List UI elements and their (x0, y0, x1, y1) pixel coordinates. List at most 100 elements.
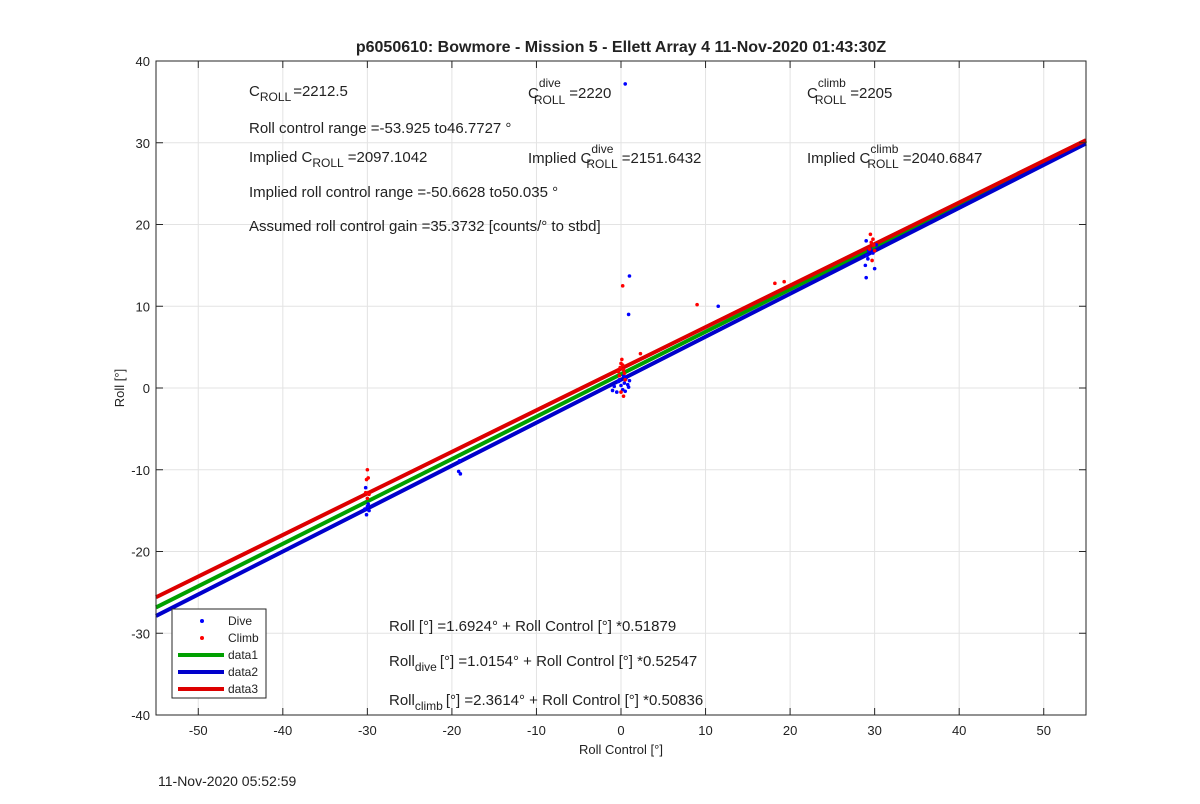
point-dive (363, 507, 367, 511)
y-tick-label: -40 (131, 708, 150, 723)
point-climb (695, 302, 699, 307)
point-dive (622, 381, 627, 385)
y-tick-label: -30 (131, 626, 150, 641)
y-tick-label: -10 (131, 463, 150, 478)
point-climb (367, 492, 371, 497)
point-climb (868, 232, 873, 237)
point-climb (638, 351, 643, 356)
point-dive (458, 472, 463, 476)
annotation-c-roll: CROLL =2212.5 (249, 83, 348, 104)
annotation-fit-climb: Rollclimb [°] =2.3614° + Roll Control [°]… (389, 692, 703, 713)
point-dive (367, 508, 371, 513)
legend-label-data1: data1 (228, 648, 258, 662)
point-climb (621, 394, 626, 398)
point-climb (773, 281, 777, 286)
annotation-implied-c-roll-climb: Implied Cclimb ROLL =2040.6847 (807, 142, 982, 171)
legend-label-data2: data2 (228, 665, 258, 679)
point-climb (365, 496, 370, 501)
point-climb (620, 363, 625, 367)
legend-marker-dive (200, 619, 204, 623)
legend-label-climb: Climb (228, 631, 259, 645)
x-tick-label: 30 (867, 723, 881, 738)
point-climb (621, 368, 626, 372)
annotation-gain: Assumed roll control gain =35.3732 [coun… (249, 218, 601, 235)
point-dive (866, 257, 870, 261)
legend: Dive Climb data1 data2 data3 (171, 608, 267, 699)
annotation-roll-control-range: Roll control range =-53.925 to46.7727 ° (249, 120, 511, 137)
footer-timestamp: 11-Nov-2020 05:52:59 (158, 773, 297, 789)
point-dive (619, 383, 623, 388)
annotation-fit-dive: Rolldive [°] =1.0154° + Roll Control [°] … (389, 653, 697, 674)
point-climb (623, 378, 628, 382)
point-climb (616, 369, 621, 374)
point-climb (782, 279, 786, 284)
point-dive (623, 82, 628, 86)
point-dive (626, 312, 631, 317)
point-dive (614, 390, 619, 394)
point-climb (871, 237, 875, 242)
axis-ticks: -50 -40 -30 -20 -10 0 10 20 30 40 50 -40 -30 -20 -10 0 1… (131, 54, 1086, 738)
point-dive (626, 385, 631, 389)
legend-label-dive: Dive (228, 614, 252, 628)
point-climb (872, 248, 877, 253)
annotation-implied-c-roll: Implied CROLL =2097.1042 (249, 149, 427, 170)
point-dive (864, 275, 868, 280)
x-tick-label: -10 (527, 723, 546, 738)
x-tick-label: 10 (698, 723, 712, 738)
point-climb (871, 243, 876, 247)
point-dive (865, 253, 869, 258)
point-dive (612, 384, 617, 389)
point-dive (872, 266, 877, 271)
annotation-c-roll-dive: Cdive ROLL =2220 (528, 76, 611, 107)
point-dive (864, 239, 868, 243)
annotation-c-roll-climb: Cclimb ROLL =2205 (807, 76, 892, 107)
point-dive (366, 502, 371, 506)
x-tick-label: 20 (783, 723, 797, 738)
point-dive (457, 458, 462, 463)
y-tick-label: 0 (143, 381, 150, 396)
data-points (363, 82, 879, 517)
y-tick-label: 30 (136, 136, 150, 151)
y-axis-label: Roll [°] (112, 369, 127, 407)
y-tick-label: 10 (136, 299, 150, 314)
annotation-implied-range: Implied roll control range =-50.6628 to5… (249, 184, 558, 201)
x-tick-label: 50 (1036, 723, 1050, 738)
annotation-fit-all: Roll [°] =1.6924° + Roll Control [°] *0.5… (389, 618, 676, 635)
fit-line-data1 (155, 139, 1087, 610)
annotation-implied-c-roll-dive: Implied Cdive ROLL =2151.6432 (528, 142, 701, 171)
point-dive (364, 512, 369, 517)
point-climb (618, 365, 622, 370)
x-tick-label: -20 (443, 723, 462, 738)
point-dive (617, 378, 622, 382)
point-climb (620, 357, 624, 362)
y-tick-label: -20 (131, 545, 150, 560)
y-tick-label: 40 (136, 54, 150, 69)
point-climb (867, 247, 872, 251)
legend-marker-climb (200, 636, 204, 640)
x-tick-label: -50 (189, 723, 208, 738)
x-tick-label: 0 (617, 723, 624, 738)
point-dive (623, 389, 628, 394)
y-tick-label: 20 (136, 218, 150, 233)
x-tick-label: -30 (358, 723, 377, 738)
point-dive (363, 485, 368, 490)
point-climb (365, 467, 370, 472)
point-dive (863, 263, 868, 268)
point-climb (870, 258, 874, 263)
x-tick-label: -40 (273, 723, 292, 738)
point-dive (716, 304, 721, 309)
point-climb (622, 371, 627, 376)
point-dive (874, 243, 879, 247)
x-tick-label: 40 (952, 723, 966, 738)
point-dive (627, 378, 632, 383)
chart-title: p6050610: Bowmore - Mission 5 - Ellett A… (356, 39, 887, 56)
point-climb (363, 490, 368, 495)
point-climb (869, 240, 874, 245)
point-climb (620, 284, 625, 288)
point-dive (627, 274, 632, 278)
point-dive (610, 388, 615, 393)
x-axis-label: Roll Control [°] (579, 742, 663, 757)
legend-label-data3: data3 (228, 682, 258, 696)
point-climb (366, 476, 371, 480)
